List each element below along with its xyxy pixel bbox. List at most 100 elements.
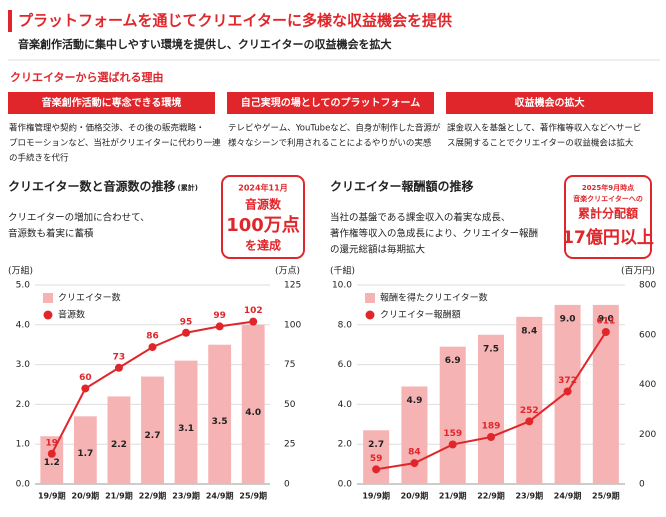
reason-body: 著作権管理や契約・価格交渉、その後の販売戦略・ <box>9 123 205 134</box>
y-tick-label: 5.0 <box>16 281 31 291</box>
x-tick-label: 22/9期 <box>139 491 167 501</box>
reason-header-bg <box>227 92 434 114</box>
reason-heading: 自己実現の場としてのプラットフォーム <box>241 96 420 109</box>
callout-text: 100万点 <box>226 214 300 236</box>
bar-label: 4.0 <box>245 408 261 418</box>
y-tick-label: 4.0 <box>338 400 353 410</box>
line-label: 59 <box>370 454 383 464</box>
bar-label: 4.9 <box>406 396 422 406</box>
bar <box>40 436 64 484</box>
x-tick-label: 20/9期 <box>401 491 429 501</box>
y2-tick-label: 25 <box>284 440 295 450</box>
x-tick-label: 24/9期 <box>206 491 234 501</box>
callout-text: 17億円以上 <box>562 227 654 248</box>
callout-text: 音楽クリエイターへの <box>573 194 643 203</box>
line-point <box>372 465 381 474</box>
callout-text: 2024年11月 <box>238 183 287 193</box>
line-point <box>525 417 534 426</box>
line-point <box>487 432 495 441</box>
line-point <box>114 363 123 372</box>
y2-tick-label: 100 <box>284 320 301 330</box>
reason-body: の手続きを代行 <box>9 153 69 164</box>
y2-tick-label: 800 <box>639 281 656 291</box>
bar <box>363 430 390 484</box>
bar-label: 8.4 <box>521 326 537 336</box>
bar-label: 9.0 <box>598 314 614 324</box>
x-tick-label: 19/9期 <box>362 491 390 501</box>
callout-text: 累計分配額 <box>578 206 638 221</box>
line-point <box>182 328 191 337</box>
page-subtitle: 音楽創作活動に集中しやすい環境を提供し、クリエイターの収益機会を拡大 <box>18 37 391 51</box>
bar-label: 2.7 <box>368 440 384 450</box>
reason-heading: 音楽創作活動に専念できる環境 <box>42 96 182 109</box>
chart-title: クリエイター報酬額の推移 <box>330 179 474 194</box>
y2-tick-label: 200 <box>639 430 656 440</box>
bar <box>73 416 97 484</box>
reason-header-bg <box>446 92 653 114</box>
x-tick-label: 21/9期 <box>439 491 467 501</box>
legend-swatch <box>365 293 375 303</box>
line-label: 60 <box>79 373 92 383</box>
x-tick-label: 22/9期 <box>477 491 505 501</box>
bar <box>401 386 428 484</box>
line-label: 86 <box>146 332 159 342</box>
reason-body: プロモーションなど、当社がクリエイターに代わり一連 <box>9 138 221 149</box>
bar-label: 9.0 <box>560 314 576 324</box>
y-tick-label: 2.0 <box>338 440 353 450</box>
line-label: 189 <box>482 421 501 431</box>
legend-label: クリエイター数 <box>58 292 121 304</box>
legend-swatch <box>43 293 53 303</box>
bar <box>174 360 198 484</box>
reason-body: テレビやゲーム、YouTubeなど、自身が制作した音源が <box>228 123 441 134</box>
line-point <box>81 384 90 393</box>
y2-tick-label: 50 <box>284 400 296 410</box>
y-tick-label: 2.0 <box>16 400 31 410</box>
bar <box>516 316 543 484</box>
chart-description: 著作権等収入の急成長により、クリエイター報酬 <box>330 228 538 240</box>
reason-heading: 収益機会の拡大 <box>515 96 585 109</box>
x-tick-label: 21/9期 <box>105 491 133 501</box>
line-point <box>410 459 419 468</box>
line-label: 102 <box>244 306 263 316</box>
chart-description: の還元総額は毎期拡大 <box>330 244 426 256</box>
legend-swatch <box>365 310 375 320</box>
line-point <box>563 387 572 396</box>
line-point <box>148 343 157 352</box>
bar-label: 2.2 <box>111 440 127 450</box>
line-label: 159 <box>443 429 462 439</box>
chart-description: クリエイターの増加に合わせて、 <box>8 212 150 224</box>
chart-description: 音源数も着実に蓄積 <box>8 228 94 240</box>
reason-body: 課金収入を基盤として、著作権等収入などへサービ <box>447 123 641 134</box>
x-tick-label: 25/9期 <box>592 491 620 501</box>
bar <box>107 396 131 484</box>
y-tick-label: 0.0 <box>16 480 31 490</box>
line-point <box>249 317 258 326</box>
legend-swatch <box>43 310 53 320</box>
y2-tick-label: 400 <box>639 380 656 390</box>
y-tick-label: 10.0 <box>332 281 352 291</box>
y2-tick-label: 0 <box>639 480 645 490</box>
section-title: クリエイターから選ばれる理由 <box>10 70 164 84</box>
y-tick-label: 3.0 <box>16 360 31 370</box>
callout-box <box>564 175 652 259</box>
bar <box>141 376 164 484</box>
legend-label: 報酬を得たクリエイター数 <box>380 292 488 304</box>
y-tick-label: 1.0 <box>16 440 31 450</box>
chart-title: クリエイター数と音源数の推移 <box>8 179 176 194</box>
y-tick-label: 0.0 <box>338 480 353 490</box>
x-tick-label: 23/9期 <box>515 491 543 501</box>
reason-body: 様々なシーンで利用されることによるやりがいの実感 <box>228 138 432 149</box>
y-tick-label: 4.0 <box>16 320 31 330</box>
bar <box>241 324 265 484</box>
bar-label: 3.1 <box>178 424 194 434</box>
line-label: 99 <box>213 311 226 321</box>
bar-label: 6.9 <box>445 356 461 366</box>
legend-label: 音源数 <box>58 309 85 321</box>
bar-label: 3.5 <box>212 417 228 427</box>
y-unit: (千組) <box>330 265 355 277</box>
x-tick-label: 19/9期 <box>38 491 66 501</box>
line-label: 95 <box>180 317 193 327</box>
reason-header-bg <box>8 92 215 114</box>
bar <box>477 334 505 484</box>
